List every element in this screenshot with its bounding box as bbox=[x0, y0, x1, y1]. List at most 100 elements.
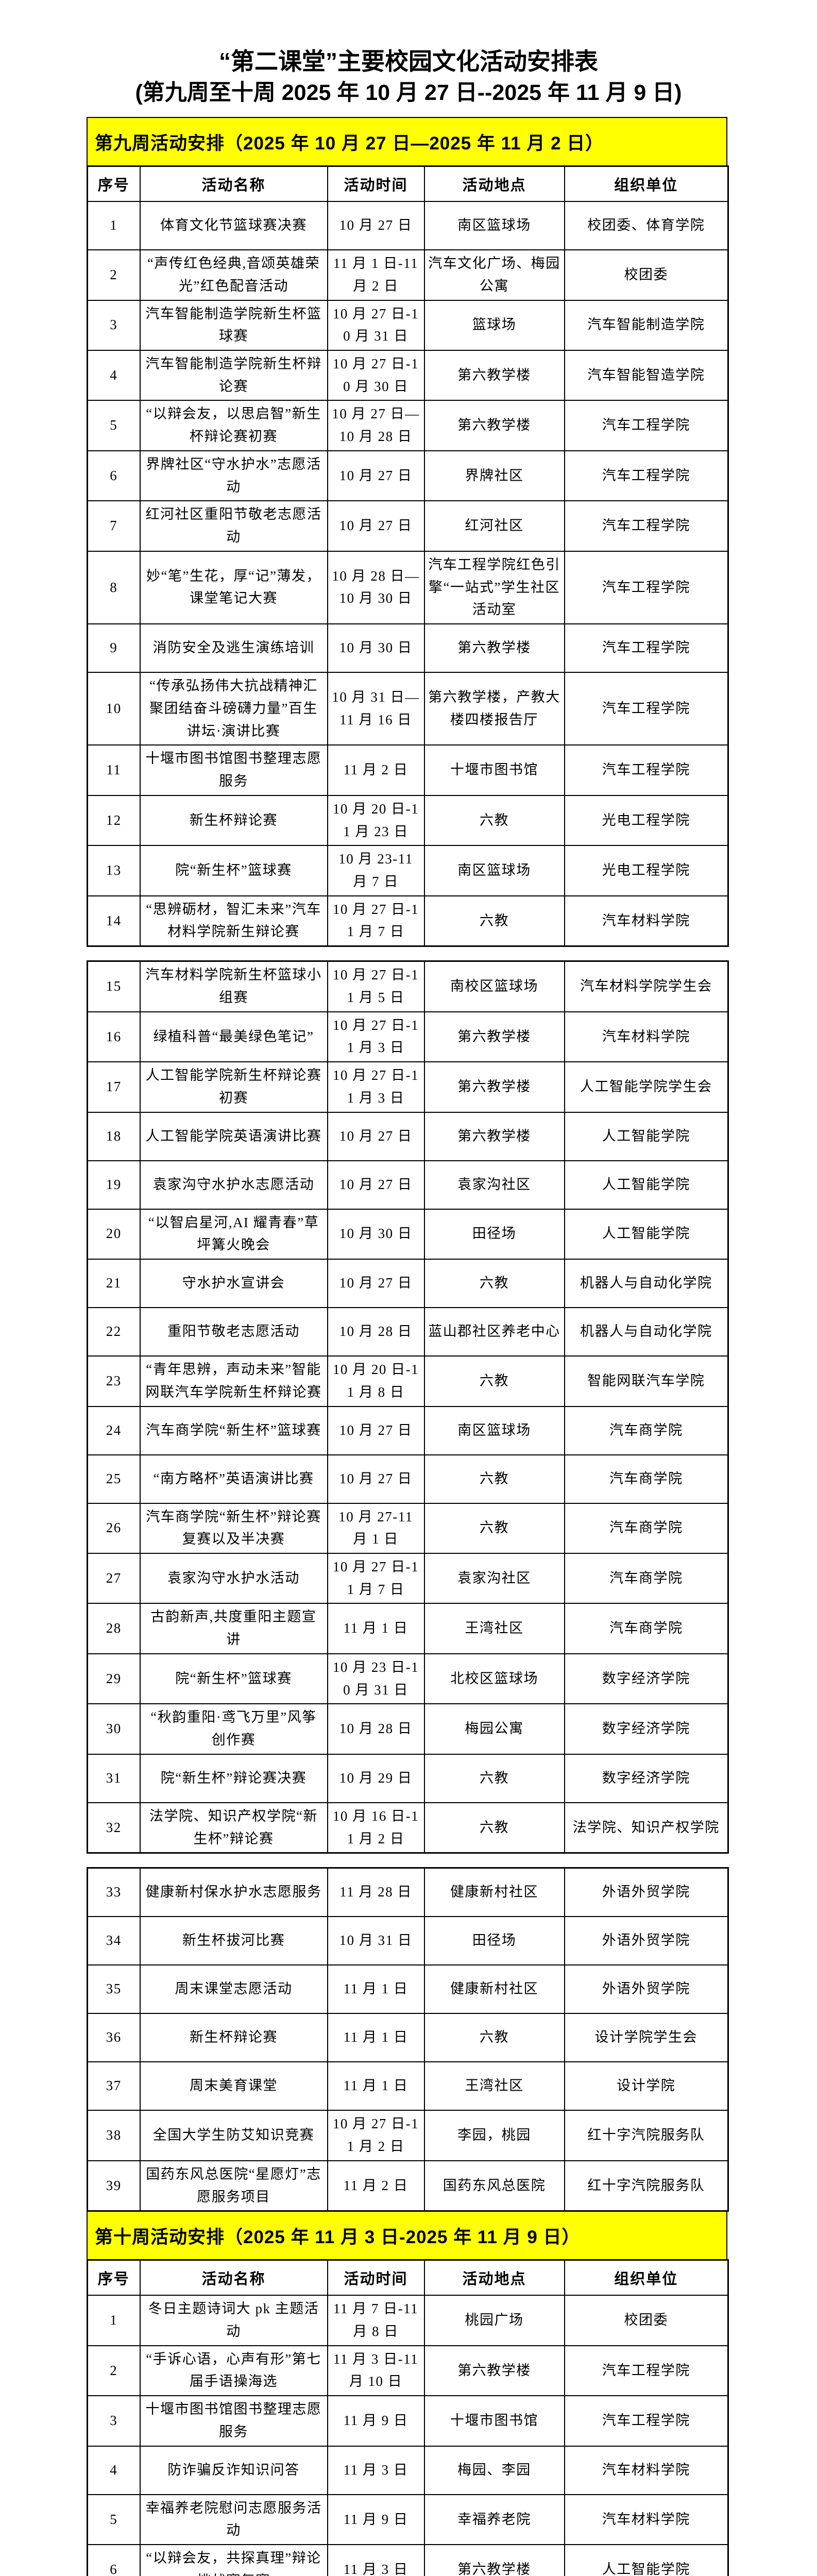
table-row: 23 “青年思辨，声动未来”智能网联汽车学院新生杯辩论赛 10 月 20 日-11 … bbox=[87, 1355, 729, 1407]
table-row: 7 红河社区重阳节敬老志愿活动 10 月 27 日红河社区 汽车工程学院 bbox=[87, 500, 729, 552]
cell-no: 7 bbox=[87, 500, 141, 552]
cell-no: 22 bbox=[87, 1307, 141, 1357]
cell-time: 10 月 29 日 bbox=[327, 1753, 425, 1803]
page-break-gap bbox=[87, 946, 727, 961]
cell-place: 国药东风总医院 bbox=[423, 2160, 565, 2212]
table-row: 2 “声传红色经典,音颂英雄荣光”红色配音活动 11 月 1 日-11 月 2 日汽… bbox=[87, 249, 729, 301]
cell-org: 校团委、体育学院 bbox=[564, 201, 729, 251]
cell-name: 十堰市图书馆图书整理志愿服务 bbox=[139, 2395, 328, 2447]
cell-org: 机器人与自动化学院 bbox=[564, 1259, 729, 1309]
cell-org: 红十字汽院服务队 bbox=[564, 2160, 729, 2212]
cell-no: 2 bbox=[87, 2345, 141, 2397]
cell-time: 11 月 9 日 bbox=[327, 2395, 425, 2447]
cell-time: 10 月 30 日 bbox=[327, 1208, 425, 1260]
cell-time: 10 月 31 日 bbox=[327, 1916, 425, 1966]
table-row: 13 院“新生杯”篮球赛 10 月 23-11 月 7 日南区篮球场 光电工程学院 bbox=[87, 845, 729, 896]
cell-name: “以智启星河,AI 耀青春”草坪篝火晚会 bbox=[139, 1208, 328, 1260]
cell-org: 设计学院学生会 bbox=[564, 2013, 729, 2063]
cell-time: 10 月 27 日-11 月 3 日 bbox=[327, 1061, 425, 1113]
cell-time: 11 月 1 日 bbox=[327, 2061, 425, 2111]
cell-org: 法学院、知识产权学院 bbox=[564, 1802, 729, 1854]
cell-org: 智能网联汽车学院 bbox=[564, 1355, 729, 1407]
cell-place: 桃园广场 bbox=[423, 2295, 565, 2346]
table-row: 19 袁家沟守水护水志愿活动 10 月 27 日袁家沟社区 人工智能学院 bbox=[87, 1160, 729, 1210]
cell-name: 冬日主题诗词大 pk 主题活动 bbox=[139, 2295, 328, 2346]
cell-place: 六教 bbox=[423, 895, 565, 947]
cell-org: 汽车商学院 bbox=[564, 1405, 729, 1455]
cell-time: 10 月 27 日-11 月 5 日 bbox=[327, 960, 425, 1012]
cell-name: 健康新村保水护水志愿服务 bbox=[139, 1867, 328, 1918]
cell-org: 汽车工程学院 bbox=[564, 2345, 729, 2397]
page-break-gap bbox=[87, 1853, 727, 1868]
cell-time: 10 月 28 日—10 月 30 日 bbox=[327, 550, 425, 625]
cell-place: 王湾社区 bbox=[423, 2061, 565, 2111]
table-row: 10 “传承弘扬伟大抗战精神汇聚团结奋斗磅礴力量”百生讲坛·演讲比赛 10 月 31… bbox=[87, 672, 729, 746]
cell-no: 35 bbox=[87, 1964, 141, 2014]
cell-no: 3 bbox=[87, 2395, 141, 2447]
cell-time: 11 月 7 日-11 月 8 日 bbox=[327, 2295, 425, 2346]
cell-place: 第六教学楼 bbox=[423, 2544, 565, 2576]
cell-org: 汽车工程学院 bbox=[564, 550, 729, 625]
cell-org: 汽车商学院 bbox=[564, 1552, 729, 1604]
cell-org: 人工智能学院学生会 bbox=[564, 1061, 729, 1113]
cell-time: 11 月 3 日 bbox=[327, 2544, 425, 2576]
cell-place: 第六教学楼 bbox=[423, 1111, 565, 1161]
cell-no: 21 bbox=[87, 1259, 141, 1309]
table-row: 39 国药东风总医院“星愿灯”志愿服务项目 11 月 2 日国药东风总医院 红十字汽院… bbox=[87, 2160, 729, 2212]
cell-no: 5 bbox=[87, 400, 141, 451]
cell-place: 梅园、李园 bbox=[423, 2445, 565, 2495]
cell-name: 界牌社区“守水护水”志愿活动 bbox=[139, 450, 328, 502]
cell-place: 幸福养老院 bbox=[423, 2494, 565, 2546]
title-block: “第二课堂”主要校园文化活动安排表 (第九周至十周 2025 年 10 月 27… bbox=[0, 0, 817, 108]
cell-org: 汽车工程学院 bbox=[564, 400, 729, 451]
week-banner-2: 第十周活动安排（2025 年 11 月 3 日-2025 年 11 月 9 日） bbox=[87, 2211, 727, 2261]
cell-name: 新生杯辩论赛 bbox=[139, 2013, 328, 2063]
table-row: 5 “以辩会友，以思启智”新生杯辩论赛初赛 10 月 27 日—10 月 28 日第… bbox=[87, 400, 729, 451]
cell-time: 11 月 9 日 bbox=[327, 2494, 425, 2546]
schedule-table: 序号 活动名称 活动时间 活动地点 组织单位 1 体育文化节篮球赛决赛 10 月 27 日南区… bbox=[87, 165, 729, 947]
cell-no: 19 bbox=[87, 1160, 141, 1210]
cell-name: 红河社区重阳节敬老志愿活动 bbox=[139, 500, 328, 552]
cell-name: 法学院、知识产权学院“新生杯”辩论赛 bbox=[139, 1802, 328, 1854]
cell-time: 11 月 1 日-11 月 2 日 bbox=[327, 249, 425, 301]
cell-name: 幸福养老院慰问志愿服务活动 bbox=[139, 2494, 328, 2546]
table-row: 38 全国大学生防艾知识竞赛 10 月 27 日-11 月 2 日李园，桃园 红十字汽… bbox=[87, 2110, 729, 2161]
cell-name: “秋韵重阳·鸢飞万里”风筝创作赛 bbox=[139, 1703, 328, 1755]
cell-time: 10 月 28 日 bbox=[327, 1703, 425, 1755]
table-row: 17 人工智能学院新生杯辩论赛初赛 10 月 27 日-11 月 3 日第六教学楼人… bbox=[87, 1061, 729, 1113]
table-row: 36 新生杯辩论赛 11 月 1 日六教 设计学院学生会 bbox=[87, 2013, 729, 2063]
table-row: 29 院“新生杯”篮球赛 10 月 23 日-10 月 31 日北校区篮球场 数字经济… bbox=[87, 1653, 729, 1705]
table-row: 30 “秋韵重阳·鸢飞万里”风筝创作赛 10 月 28 日梅园公寓 数字经济学院 bbox=[87, 1703, 729, 1755]
cell-org: 汽车工程学院 bbox=[564, 500, 729, 552]
cell-no: 4 bbox=[87, 350, 141, 401]
cell-no: 37 bbox=[87, 2061, 141, 2111]
cell-time: 10 月 27 日 bbox=[327, 1160, 425, 1210]
cell-no: 20 bbox=[87, 1208, 141, 1260]
table-row: 31 院“新生杯”辩论赛决赛 10 月 29 日六教 数字经济学院 bbox=[87, 1753, 729, 1803]
cell-name: 汽车智能制造学院新生杯辩论赛 bbox=[139, 350, 328, 401]
cell-org: 汽车工程学院 bbox=[564, 744, 729, 796]
cell-place: 六教 bbox=[423, 1259, 565, 1309]
cell-no: 23 bbox=[87, 1355, 141, 1407]
table-row: 1 冬日主题诗词大 pk 主题活动 11 月 7 日-11 月 8 日桃园广场 校团委 bbox=[87, 2295, 729, 2346]
cell-org: 汽车智能智造学院 bbox=[564, 350, 729, 401]
column-header: 组织单位 bbox=[564, 2259, 729, 2296]
cell-org: 汽车商学院 bbox=[564, 1454, 729, 1504]
cell-time: 10 月 27 日-10 月 31 日 bbox=[327, 299, 425, 351]
cell-org: 汽车材料学院 bbox=[564, 895, 729, 947]
cell-name: 袁家沟守水护水活动 bbox=[139, 1552, 328, 1604]
cell-no: 12 bbox=[87, 794, 141, 846]
cell-org: 数字经济学院 bbox=[564, 1703, 729, 1755]
cell-time: 10 月 23-11 月 7 日 bbox=[327, 845, 425, 896]
table-row: 22 重阳节敬老志愿活动 10 月 28 日蓝山郡社区养老中心 机器人与自动化学院 bbox=[87, 1307, 729, 1357]
cell-name: 人工智能学院新生杯辩论赛初赛 bbox=[139, 1061, 328, 1113]
table-row: 6 界牌社区“守水护水”志愿活动 10 月 27 日界牌社区 汽车工程学院 bbox=[87, 450, 729, 502]
cell-place: 六教 bbox=[423, 794, 565, 846]
cell-org: 数字经济学院 bbox=[564, 1653, 729, 1705]
header-row: 序号 活动名称 活动时间 活动地点 组织单位 bbox=[87, 165, 729, 202]
table-row: 1 体育文化节篮球赛决赛 10 月 27 日南区篮球场 校团委、体育学院 bbox=[87, 201, 729, 251]
cell-place: 六教 bbox=[423, 1802, 565, 1854]
cell-place: 田径场 bbox=[423, 1916, 565, 1966]
cell-place: 汽车文化广场、梅园公寓 bbox=[423, 249, 565, 301]
cell-org: 人工智能学院 bbox=[564, 2544, 729, 2576]
